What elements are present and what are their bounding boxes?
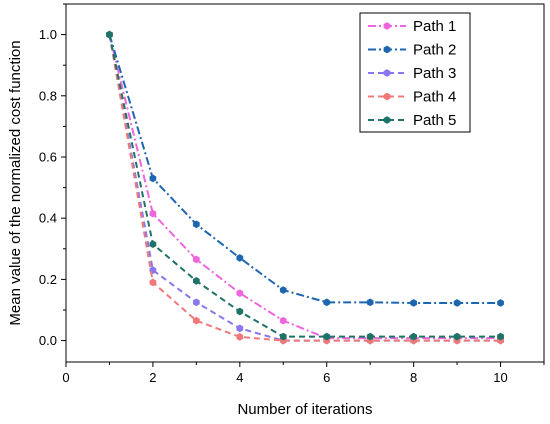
- y-tick-label: 0.4: [39, 211, 57, 226]
- legend-marker: [383, 116, 391, 124]
- x-tick-label: 8: [410, 370, 417, 385]
- y-tick-label: 0.2: [39, 272, 57, 287]
- data-point: [366, 298, 374, 307]
- legend-label: Path 2: [413, 42, 456, 59]
- data-point: [193, 277, 200, 285]
- plot-frame: [65, 3, 545, 363]
- plot-area: [106, 30, 504, 345]
- data-point: [193, 255, 200, 264]
- data-point: [149, 240, 157, 249]
- data-point: [323, 332, 331, 341]
- series-5: [106, 30, 504, 341]
- series-line: [108, 34, 501, 338]
- legend-label: Path 4: [413, 89, 456, 106]
- legend-label: Path 3: [413, 65, 456, 82]
- x-tick-label: 4: [236, 370, 243, 385]
- data-point: [236, 289, 244, 298]
- x-tick-label: 2: [149, 370, 156, 385]
- series-line: [108, 34, 501, 304]
- y-tick-label: 0.0: [39, 333, 57, 348]
- x-tick-label: 10: [493, 370, 507, 385]
- data-point: [106, 30, 113, 39]
- y-axis-label: Mean value of the normalized cost functi…: [7, 40, 24, 325]
- data-point: [410, 299, 417, 307]
- y-tick-label: 0.8: [39, 88, 57, 103]
- data-point: [366, 332, 374, 341]
- data-point: [236, 254, 244, 262]
- data-point: [410, 332, 417, 341]
- data-point: [279, 316, 287, 325]
- data-point: [193, 316, 200, 325]
- legend: Path 1 Path 2 Path 3 Path 4 Path 5: [359, 12, 471, 133]
- data-point: [149, 209, 157, 218]
- legend-marker: [383, 22, 391, 30]
- data-point: [193, 298, 200, 307]
- y-tick-label: 0.6: [39, 149, 57, 164]
- data-point: [497, 299, 504, 307]
- data-point: [453, 299, 461, 307]
- x-axis-label: Number of iterations: [237, 401, 372, 418]
- data-point: [279, 286, 287, 294]
- legend-label: Path 5: [413, 112, 456, 129]
- data-point: [149, 174, 157, 183]
- legend-marker: [383, 92, 391, 101]
- data-point: [149, 278, 157, 287]
- series-line: [108, 34, 501, 342]
- x-tick-label: 6: [323, 370, 330, 385]
- data-point: [453, 332, 461, 341]
- legend-label: Path 1: [413, 18, 456, 35]
- series-line: [108, 34, 501, 340]
- data-point: [279, 332, 287, 341]
- y-tick-label: 1.0: [39, 27, 57, 42]
- data-point: [193, 220, 200, 229]
- data-point: [236, 307, 244, 316]
- data-point: [497, 332, 504, 341]
- data-point: [323, 298, 331, 307]
- legend-marker: [383, 45, 391, 54]
- data-point: [236, 333, 244, 341]
- legend-marker: [383, 69, 391, 77]
- x-tick-label: 0: [62, 370, 69, 385]
- data-point: [236, 324, 244, 333]
- axes: 0 2 4 6 8 10 0.0 0.2 0.4 0.6 0.8 1.0: [39, 3, 545, 385]
